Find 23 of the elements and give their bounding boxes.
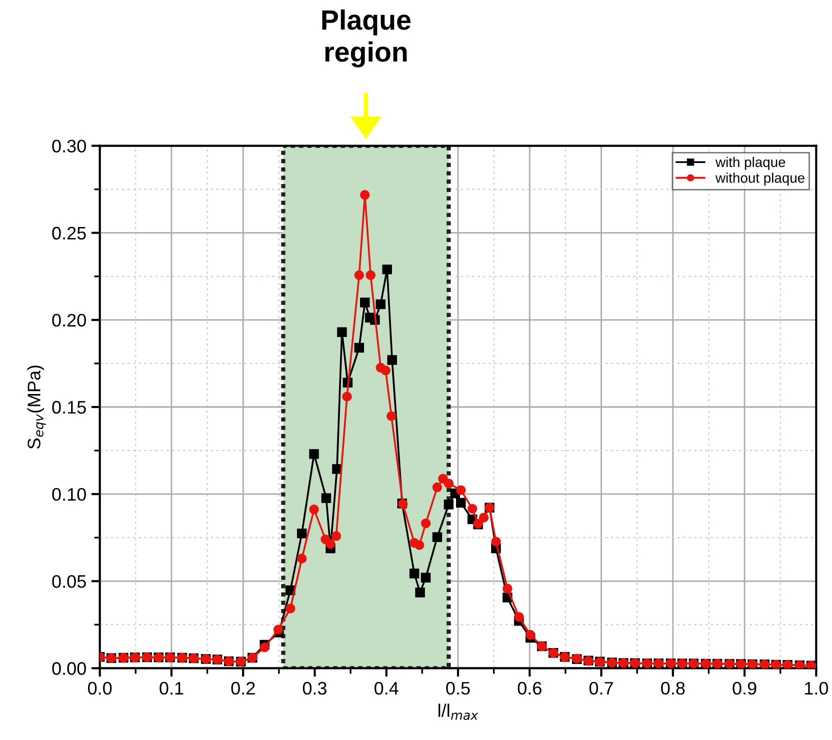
y-tick-label: 0.15 (52, 400, 86, 414)
x-tick-label: 1.0 (805, 682, 828, 695)
x-tick-label: 0.0 (88, 682, 112, 695)
legend-label: without plaque (715, 172, 804, 186)
legend-label: with plaque (715, 156, 786, 170)
x-tick-label: 0.2 (231, 682, 255, 695)
y-tick-label: 0.25 (52, 226, 86, 240)
band-label: Plaque region (322, 9, 411, 68)
y-tick-label: 0.10 (52, 488, 86, 501)
y-tick-label: 0.20 (52, 314, 86, 327)
y-axis-title: S$_{eqv}$(MPa) (27, 366, 46, 449)
x-tick-label: 0.9 (732, 682, 756, 695)
y-tick-label: 0.30 (52, 140, 86, 152)
x-tick-label: 0.7 (589, 682, 613, 695)
x-tick-label: 0.8 (661, 682, 685, 695)
x-tick-label: 0.4 (374, 682, 398, 695)
y-tick-label: 0.05 (52, 575, 86, 588)
x-tick-label: 0.6 (518, 682, 542, 695)
x-tick-label: 0.5 (446, 682, 470, 695)
x-tick-label: 0.1 (160, 682, 184, 695)
y-tick-label: 0.00 (52, 662, 86, 675)
x-tick-label: 0.3 (302, 682, 327, 695)
x-axis-title: l/l$_{max}$ (438, 704, 478, 720)
